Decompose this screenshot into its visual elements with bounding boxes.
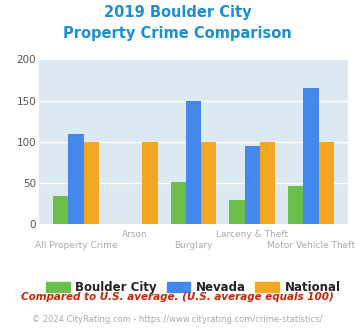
Bar (186, 101, 201, 224)
Text: Burglary: Burglary (174, 241, 213, 250)
Text: 2019 Boulder City: 2019 Boulder City (104, 5, 251, 20)
Text: Compared to U.S. average. (U.S. average equals 100): Compared to U.S. average. (U.S. average … (21, 292, 334, 302)
Bar (170, 182, 186, 224)
Bar (288, 185, 303, 224)
Bar (69, 134, 84, 224)
Bar (201, 142, 217, 224)
Bar (318, 142, 334, 224)
Text: Motor Vehicle Theft: Motor Vehicle Theft (267, 241, 355, 250)
Text: Larceny & Theft: Larceny & Theft (216, 230, 288, 239)
Legend: Boulder City, Nevada, National: Boulder City, Nevada, National (41, 277, 346, 299)
Bar (84, 142, 99, 224)
Text: © 2024 CityRating.com - https://www.cityrating.com/crime-statistics/: © 2024 CityRating.com - https://www.city… (32, 315, 323, 324)
Bar (229, 200, 245, 224)
Bar (142, 142, 158, 224)
Bar (303, 88, 318, 224)
Bar (245, 146, 260, 224)
Bar (53, 195, 69, 224)
Bar (260, 142, 275, 224)
Text: Property Crime Comparison: Property Crime Comparison (63, 26, 292, 41)
Text: Arson: Arson (122, 230, 148, 239)
Text: All Property Crime: All Property Crime (35, 241, 117, 250)
